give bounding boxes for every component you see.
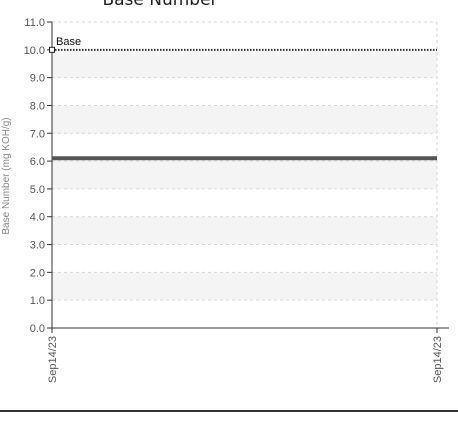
y-tick-label: 6.0 [30, 156, 45, 168]
plot-band [52, 216, 437, 245]
series-marker [49, 46, 55, 53]
series-lines: Base [49, 36, 437, 161]
bottom-divider [0, 410, 458, 412]
grid-lines [52, 21, 438, 329]
plot-band [52, 105, 437, 134]
y-tick-label: 2.0 [30, 267, 45, 279]
plot-bands [52, 49, 437, 301]
y-tick-labels: 0.0 1.0 2.0 3.0 4.0 5.0 6.0 7.0 8.0 9.0 10.0 11.0 [24, 17, 52, 335]
chart-title: Base Number [102, 0, 218, 10]
y-axis-label: Base Number (mg KOH/g) [1, 117, 12, 234]
y-tick-label: 8.0 [30, 100, 45, 112]
y-tick-label: 10.0 [24, 45, 45, 57]
plot-band [52, 272, 437, 301]
series-label: Base [56, 36, 81, 48]
axes [51, 22, 449, 329]
x-tick-labels: Sep14/23 Sep14/23 [47, 328, 444, 383]
y-tick-label: 9.0 [30, 73, 45, 85]
y-tick-label: 7.0 [30, 128, 45, 140]
plot-band [52, 161, 437, 189]
y-tick-label: 0.0 [30, 323, 45, 335]
y-tick-label: 3.0 [30, 240, 45, 252]
y-tick-label: 5.0 [30, 184, 45, 196]
y-tick-label: 4.0 [30, 212, 45, 224]
plot-band [52, 49, 437, 78]
y-tick-label: 11.0 [24, 17, 45, 29]
y-tick-label: 1.0 [30, 295, 45, 307]
x-tick-label: Sep14/23 [47, 336, 59, 383]
x-tick-label: Sep14/23 [432, 336, 444, 383]
